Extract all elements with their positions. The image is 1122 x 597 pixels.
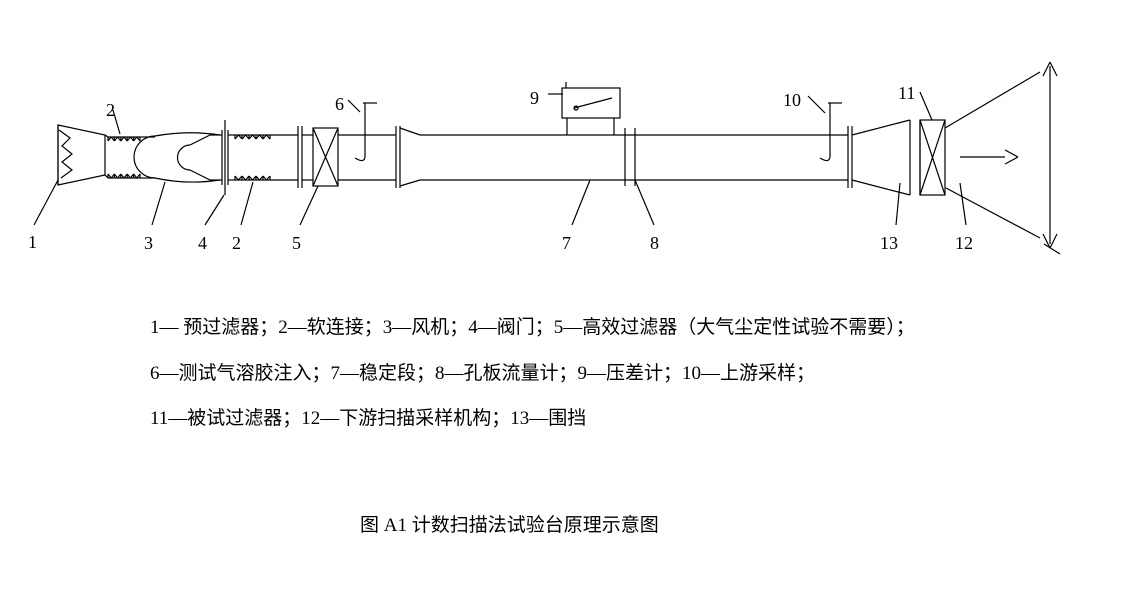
legend: 1— 预过滤器；2—软连接；3—风机；4—阀门；5—高效过滤器（大气尘定性试验不… xyxy=(150,305,1030,442)
label-8: 8 xyxy=(650,233,659,254)
label-2a: 2 xyxy=(106,100,115,121)
label-2b: 2 xyxy=(232,233,241,254)
schematic-svg xyxy=(0,0,1122,300)
label-9: 9 xyxy=(530,88,539,109)
label-1: 1 xyxy=(28,232,37,253)
legend-line-1: 1— 预过滤器；2—软连接；3—风机；4—阀门；5—高效过滤器（大气尘定性试验不… xyxy=(150,305,1030,351)
label-6: 6 xyxy=(335,94,344,115)
diagram-canvas: 1 2 2 3 4 5 6 7 8 9 10 11 12 13 1— 预过滤器；… xyxy=(0,0,1122,597)
label-11: 11 xyxy=(898,83,915,104)
label-13: 13 xyxy=(880,233,898,254)
label-3: 3 xyxy=(144,233,153,254)
label-5: 5 xyxy=(292,233,301,254)
label-4: 4 xyxy=(198,233,207,254)
legend-line-3: 11—被试过滤器；12—下游扫描采样机构；13—围挡 xyxy=(150,396,1030,442)
legend-line-2: 6—测试气溶胶注入；7—稳定段；8—孔板流量计；9—压差计；10—上游采样； xyxy=(150,351,1030,397)
figure-caption: 图 A1 计数扫描法试验台原理示意图 xyxy=(360,510,659,537)
label-10: 10 xyxy=(783,90,801,111)
label-12: 12 xyxy=(955,233,973,254)
label-7: 7 xyxy=(562,233,571,254)
